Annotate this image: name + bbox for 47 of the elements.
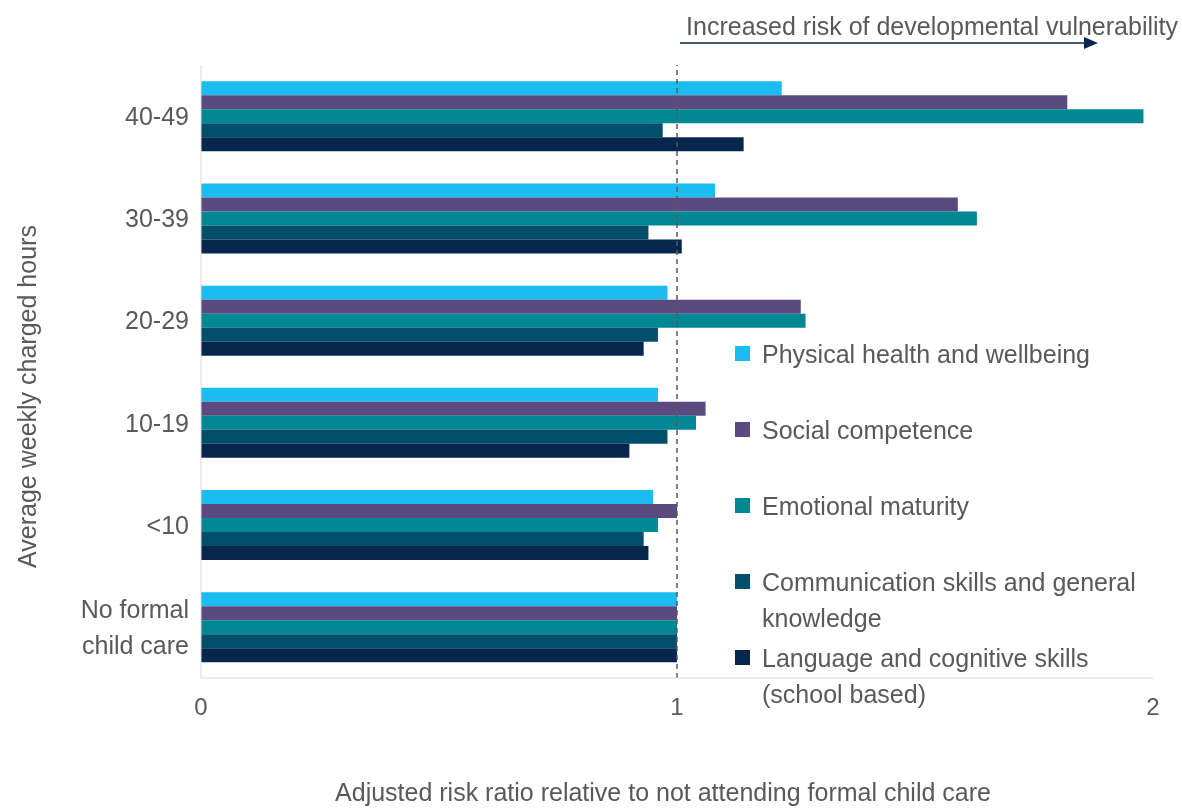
y-tick-label: <10 xyxy=(146,510,189,539)
legend-label: Communication skills and general knowledge xyxy=(762,567,1137,634)
bar xyxy=(201,634,677,649)
bar xyxy=(201,299,801,314)
bar xyxy=(201,197,958,212)
bar xyxy=(201,341,644,356)
text: Increased risk of developmental vulnerability xyxy=(686,12,1178,41)
bar xyxy=(201,313,806,328)
bar xyxy=(201,123,663,138)
bar xyxy=(201,401,706,416)
bar xyxy=(201,606,677,621)
bar xyxy=(201,137,744,152)
bar xyxy=(201,504,677,519)
bar xyxy=(201,285,668,300)
bar xyxy=(201,518,658,533)
bar xyxy=(201,81,782,96)
bar xyxy=(201,443,630,458)
x-tick-label: 2 xyxy=(1146,693,1160,721)
bar xyxy=(201,183,716,198)
bar xyxy=(201,239,682,254)
y-tick-label: 10-19 xyxy=(125,408,189,437)
bar xyxy=(201,109,1144,124)
x-tick-label: 0 xyxy=(194,693,208,721)
bar xyxy=(201,95,1068,110)
legend-label: Physical health and wellbeing xyxy=(762,339,1090,370)
legend-label: Social competence xyxy=(762,415,974,446)
x-axis-title: Adjusted risk ratio relative to not attending formal child care xyxy=(334,778,992,807)
y-tick-label: No formal child care xyxy=(80,594,189,659)
y-tick-label: 40-49 xyxy=(125,102,189,131)
bar xyxy=(201,490,654,505)
bar xyxy=(201,592,677,607)
bar xyxy=(201,415,697,430)
bar xyxy=(201,546,649,561)
bar xyxy=(201,429,668,444)
legend-label: Language and cognitive skills (school based) xyxy=(762,644,1089,708)
y-tick-label: 30-39 xyxy=(125,204,189,233)
y-axis-title: Average weekly charged hours xyxy=(12,225,42,568)
y-tick-label: 20-29 xyxy=(125,306,189,335)
bar xyxy=(201,648,677,663)
bar xyxy=(201,532,644,547)
bar xyxy=(201,327,658,342)
legend-label: Emotional maturity xyxy=(762,491,970,522)
bar xyxy=(201,620,677,635)
bar xyxy=(201,211,977,226)
bar xyxy=(201,387,658,402)
bar xyxy=(201,225,649,240)
x-tick-label: 1 xyxy=(670,693,684,721)
